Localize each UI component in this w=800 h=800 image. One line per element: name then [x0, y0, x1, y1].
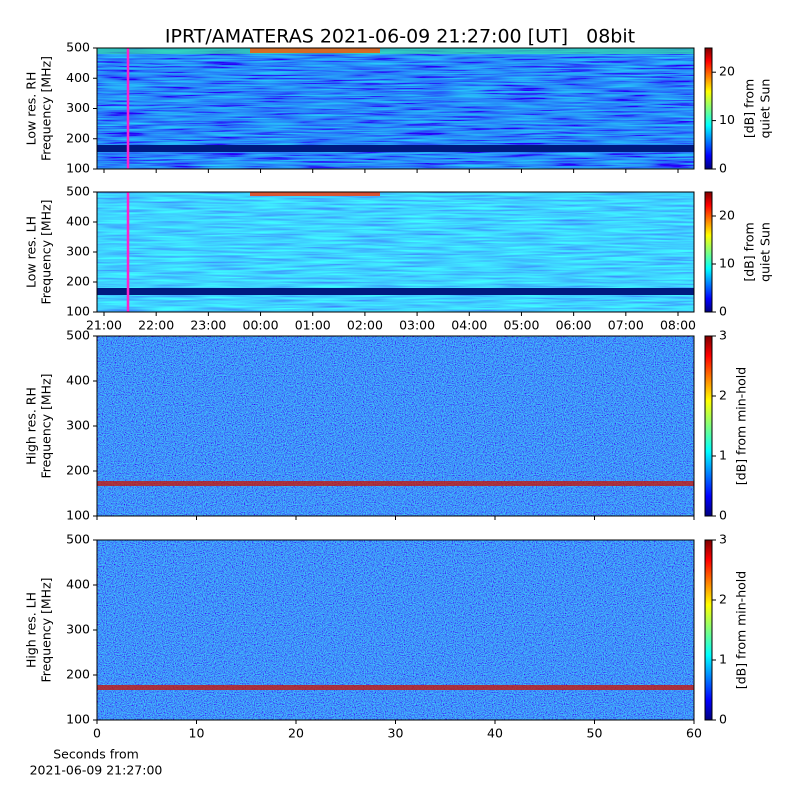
colorbar-label: [dB] from: [742, 79, 757, 138]
colorbar: [704, 335, 713, 517]
y-tick-label: 300: [66, 244, 90, 259]
y-tick-label: 500: [66, 328, 90, 343]
colorbar-tick-label: 3: [719, 328, 727, 343]
x-tick-label: 08:00: [660, 318, 696, 333]
y-tick-label: 100: [66, 712, 90, 727]
band: [250, 48, 380, 53]
y-tick-label: 400: [66, 70, 90, 85]
colorbar: [704, 191, 713, 313]
y-tick-label: 200: [66, 130, 90, 145]
x-tick-label: 06:00: [556, 318, 592, 333]
y-axis-label: Frequency [MHz]: [39, 373, 54, 478]
y-tick-label: 100: [66, 161, 90, 176]
x-axis-label: Seconds from: [53, 747, 139, 762]
x-tick-label: 21:00: [86, 318, 122, 333]
y-tick-label: 500: [66, 532, 90, 547]
colorbar-tick-label: 10: [719, 256, 735, 271]
x-tick-label: 22:00: [138, 318, 174, 333]
y-tick-label: 300: [66, 622, 90, 637]
x-tick-label: 00:00: [243, 318, 279, 333]
chart-title: IPRT/AMATERAS 2021-06-09 21:27:00 [UT] 0…: [165, 26, 635, 48]
x-tick-label: 60: [686, 726, 702, 741]
band: [97, 48, 694, 54]
colorbar-label: [dB] from min-hold: [734, 571, 749, 689]
colorbar-tick-label: 20: [719, 64, 735, 79]
y-axis-label: Low res. RH: [24, 72, 39, 146]
band: [250, 192, 380, 196]
x-tick-label: 30: [388, 726, 404, 741]
spectrogram-image: [97, 336, 694, 516]
colorbar-tick-label: 3: [719, 532, 727, 547]
band: [97, 288, 694, 295]
colorbar-tick-label: 0: [719, 304, 727, 319]
y-tick-label: 200: [66, 463, 90, 478]
y-tick-label: 400: [66, 373, 90, 388]
x-tick-label: 40: [487, 726, 503, 741]
x-tick-label: 05:00: [503, 318, 539, 333]
colorbar-tick-label: 20: [719, 208, 735, 223]
x-tick-label: 50: [587, 726, 603, 741]
colorbar-tick-label: 0: [719, 508, 727, 523]
band: [97, 481, 694, 486]
colorbar-tick-label: 10: [719, 112, 735, 127]
y-axis-label: Frequency [MHz]: [39, 577, 54, 682]
y-tick-label: 300: [66, 418, 90, 433]
x-axis-label: 2021-06-09 21:27:00: [30, 763, 163, 778]
x-tick-label: 01:00: [295, 318, 331, 333]
y-tick-label: 300: [66, 100, 90, 115]
colorbar-tick-label: 0: [719, 161, 727, 176]
x-tick-label: 0: [93, 726, 101, 741]
x-tick-label: 20: [288, 726, 304, 741]
y-tick-label: 500: [66, 184, 90, 199]
colorbar-tick-label: 0: [719, 712, 727, 727]
colorbar-label: [dB] from: [742, 222, 757, 281]
y-tick-label: 100: [66, 508, 90, 523]
colorbar-label: quiet Sun: [758, 79, 773, 139]
y-tick-label: 400: [66, 214, 90, 229]
colorbar-tick-label: 1: [719, 448, 727, 463]
x-tick-label: 23:00: [190, 318, 226, 333]
colorbar-label: [dB] from min-hold: [734, 367, 749, 485]
band: [97, 145, 694, 152]
colorbar-tick-label: 2: [719, 388, 727, 403]
y-tick-label: 100: [66, 304, 90, 319]
y-axis-label: High res. RH: [24, 387, 39, 465]
y-axis-label: Low res. LH: [24, 216, 39, 288]
y-tick-label: 400: [66, 577, 90, 592]
y-axis-label: High res. LH: [24, 592, 39, 668]
y-tick-label: 200: [66, 667, 90, 682]
colorbar-tick-label: 1: [719, 652, 727, 667]
x-tick-label: 04:00: [451, 318, 487, 333]
y-axis-label: Frequency [MHz]: [39, 199, 54, 304]
spectrogram-image: [97, 540, 694, 720]
colorbar: [704, 539, 713, 721]
y-tick-label: 500: [66, 40, 90, 55]
colorbar-tick-label: 2: [719, 592, 727, 607]
y-axis-label: Frequency [MHz]: [39, 56, 54, 161]
band: [97, 685, 694, 690]
colorbar: [704, 47, 713, 170]
colorbar-label: quiet Sun: [758, 222, 773, 282]
x-tick-label: 02:00: [347, 318, 383, 333]
x-tick-label: 10: [189, 726, 205, 741]
y-tick-label: 200: [66, 274, 90, 289]
x-tick-label: 03:00: [399, 318, 435, 333]
x-tick-label: 07:00: [608, 318, 644, 333]
